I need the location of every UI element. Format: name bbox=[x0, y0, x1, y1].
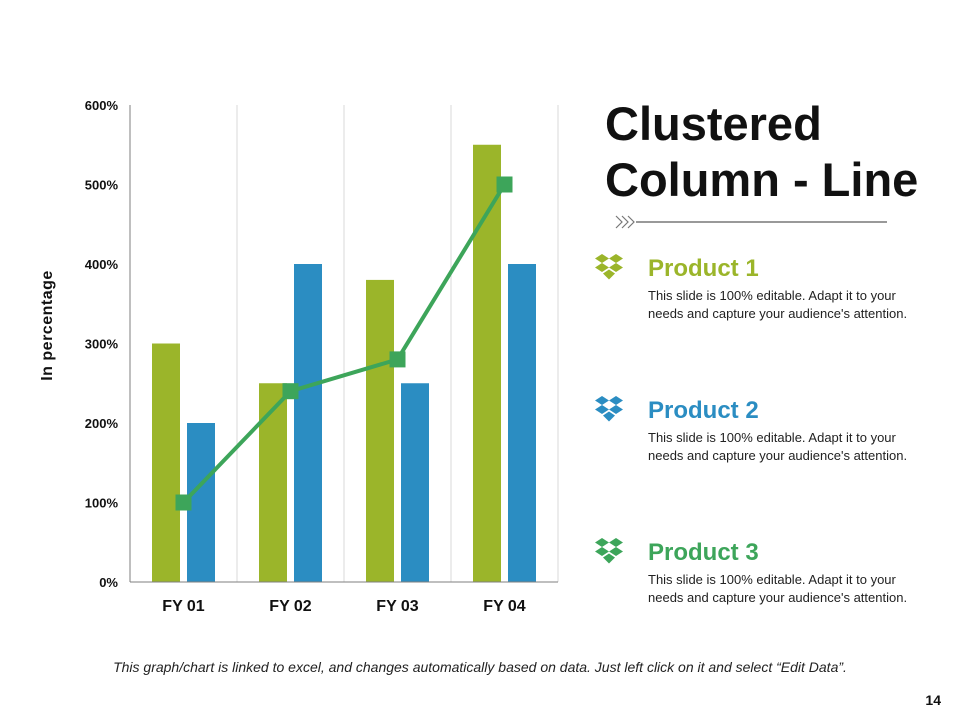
y-tick-label: 200% bbox=[85, 416, 119, 431]
dropbox-icon bbox=[595, 254, 623, 280]
line-product-3 bbox=[182, 183, 507, 504]
y-tick-label: 400% bbox=[85, 257, 119, 272]
clustered-column-line-chart: 0% 100% 200% 300% 400% 500% 600% FY 01 FY 02 FY 0… bbox=[39, 98, 559, 615]
bar-product-1-fy-02 bbox=[259, 383, 287, 582]
bar-product-2-fy-04 bbox=[508, 264, 536, 582]
bar-product-2-fy-01 bbox=[187, 423, 215, 582]
chart-grid bbox=[236, 105, 559, 582]
title-divider bbox=[615, 215, 887, 229]
chart-line-series bbox=[175, 176, 513, 511]
bar-product-1-fy-03 bbox=[366, 279, 394, 582]
chart-bars bbox=[152, 144, 536, 582]
bar-product-1-fy-04 bbox=[473, 144, 501, 582]
line-marker-fy-02 bbox=[282, 383, 299, 400]
footer-note: This graph/chart is linked to excel, and… bbox=[113, 659, 847, 675]
legend-product-description: This slide is 100% editable. Adapt it to… bbox=[648, 430, 908, 463]
bar-product-1-fy-01 bbox=[152, 343, 180, 582]
y-tick-label: 100% bbox=[85, 496, 119, 511]
title-line-1: Clustered bbox=[605, 97, 822, 150]
y-tick-label: 500% bbox=[85, 178, 119, 193]
x-tick-label: FY 03 bbox=[376, 598, 419, 615]
page-number: 14 bbox=[925, 692, 941, 708]
legend-product-name: Product 3 bbox=[648, 539, 759, 566]
y-axis-title: In percentage bbox=[39, 270, 56, 381]
line-marker-fy-01 bbox=[175, 494, 192, 511]
y-tick-label: 0% bbox=[99, 575, 118, 590]
y-tick-label: 300% bbox=[85, 337, 119, 352]
bar-product-2-fy-02 bbox=[294, 264, 322, 582]
x-tick-label: FY 02 bbox=[269, 598, 312, 615]
legend-product-description: This slide is 100% editable. Adapt it to… bbox=[648, 288, 908, 321]
dropbox-icon bbox=[595, 538, 623, 564]
legend-product-name: Product 2 bbox=[648, 397, 759, 424]
title-line-2: Column - Line bbox=[605, 153, 919, 206]
legend-product-description: This slide is 100% editable. Adapt it to… bbox=[648, 572, 908, 605]
y-tick-label: 600% bbox=[85, 98, 119, 113]
line-marker-fy-03 bbox=[389, 351, 406, 368]
bar-product-2-fy-03 bbox=[401, 383, 429, 582]
double-chevron-icon bbox=[615, 215, 635, 229]
legend-product-name: Product 1 bbox=[648, 255, 759, 282]
chart-axes bbox=[129, 105, 558, 583]
dropbox-icon bbox=[595, 396, 623, 422]
x-tick-label: FY 01 bbox=[162, 598, 205, 615]
chart-labels: 0% 100% 200% 300% 400% 500% 600% FY 01 FY 02 FY 0… bbox=[39, 98, 526, 615]
slide-title: Clustered Column - Line bbox=[605, 96, 945, 208]
x-tick-label: FY 04 bbox=[483, 598, 526, 615]
line-marker-fy-04 bbox=[496, 176, 513, 193]
